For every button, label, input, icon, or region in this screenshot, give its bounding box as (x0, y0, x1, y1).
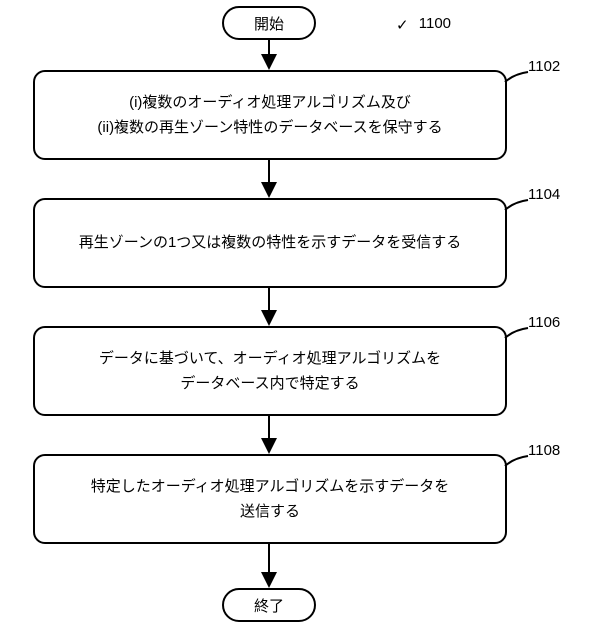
flow-arrow (0, 0, 591, 630)
flowchart-canvas: ✓ 1100 開始 (i)複数のオーディオ処理アルゴリズム及び (ii)複数の再… (0, 0, 591, 630)
